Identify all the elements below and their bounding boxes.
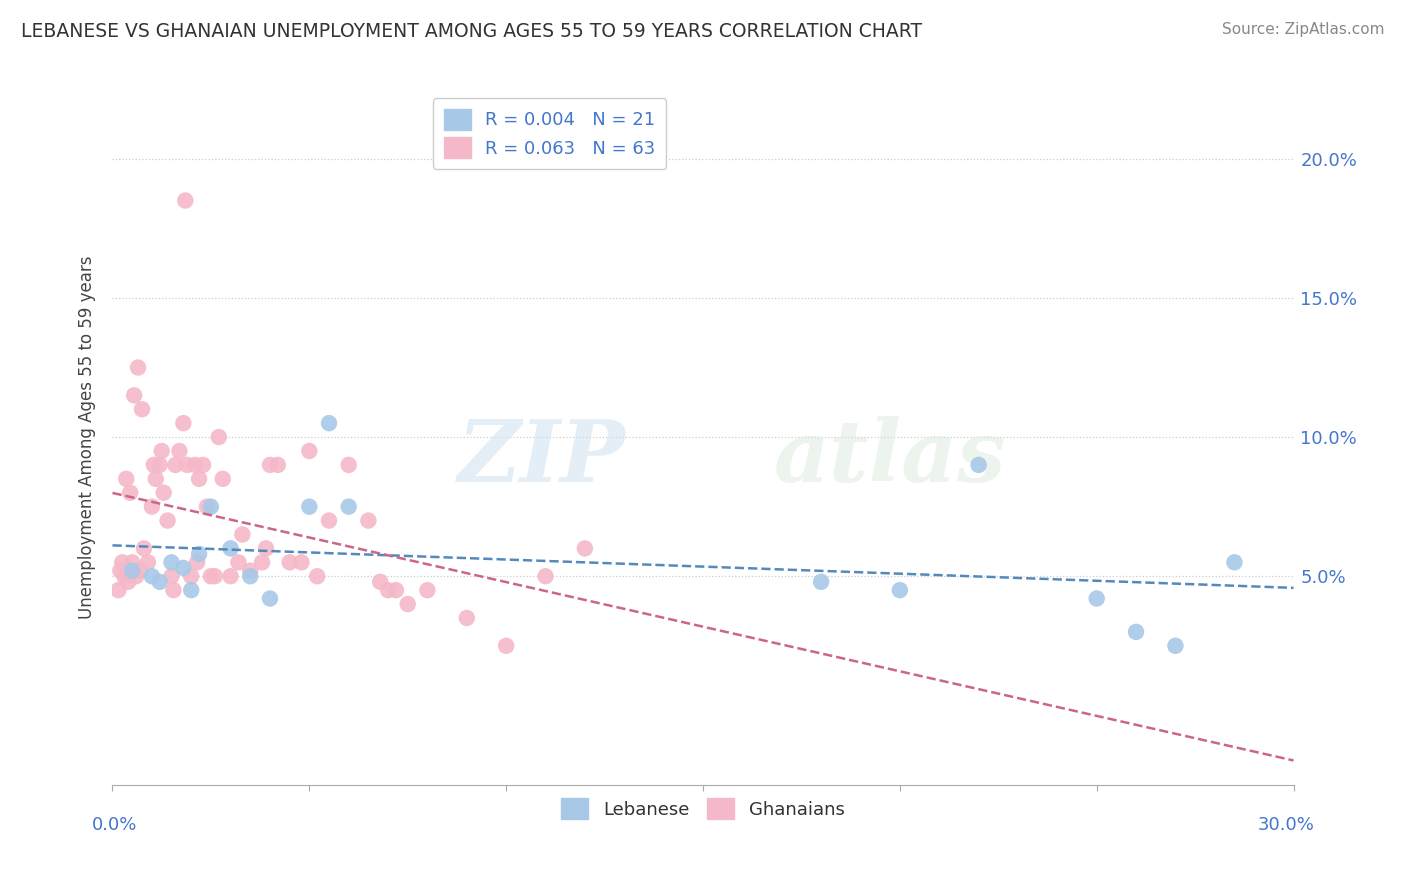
Text: 30.0%: 30.0% xyxy=(1258,816,1315,834)
Point xyxy=(200,569,222,583)
Point xyxy=(120,485,142,500)
Point xyxy=(1164,639,1187,653)
Point xyxy=(298,444,321,458)
Point xyxy=(211,472,233,486)
Point xyxy=(259,591,281,606)
Point xyxy=(150,444,173,458)
Point xyxy=(204,569,226,583)
Text: Source: ZipAtlas.com: Source: ZipAtlas.com xyxy=(1222,22,1385,37)
Point xyxy=(188,472,211,486)
Point xyxy=(208,430,231,444)
Point xyxy=(186,555,208,569)
Point xyxy=(115,472,138,486)
Point xyxy=(131,402,153,417)
Point xyxy=(534,569,557,583)
Legend: Lebanese, Ghanaians: Lebanese, Ghanaians xyxy=(553,789,853,828)
Point xyxy=(184,458,207,472)
Point xyxy=(136,555,159,569)
Point xyxy=(254,541,277,556)
Point xyxy=(127,360,149,375)
Point xyxy=(180,583,202,598)
Point xyxy=(132,541,155,556)
Point xyxy=(231,527,253,541)
Point xyxy=(180,569,202,583)
Text: ZIP: ZIP xyxy=(458,417,626,500)
Point xyxy=(298,500,321,514)
Point xyxy=(169,444,191,458)
Point xyxy=(121,555,143,569)
Point xyxy=(111,555,134,569)
Point xyxy=(174,194,197,208)
Point xyxy=(141,569,163,583)
Point xyxy=(239,569,262,583)
Point xyxy=(290,555,312,569)
Point xyxy=(188,547,211,561)
Point xyxy=(337,458,360,472)
Point xyxy=(1085,591,1108,606)
Point xyxy=(141,500,163,514)
Point xyxy=(456,611,478,625)
Point xyxy=(219,541,242,556)
Point xyxy=(142,458,165,472)
Point xyxy=(318,416,340,430)
Text: 0.0%: 0.0% xyxy=(91,816,136,834)
Point xyxy=(357,514,380,528)
Point xyxy=(195,500,218,514)
Point xyxy=(160,569,183,583)
Point xyxy=(122,388,145,402)
Point xyxy=(377,583,399,598)
Point xyxy=(152,485,174,500)
Point xyxy=(307,569,329,583)
Point xyxy=(1125,624,1147,639)
Point xyxy=(117,574,139,589)
Point xyxy=(337,500,360,514)
Point xyxy=(191,458,214,472)
Point xyxy=(368,574,391,589)
Point xyxy=(318,514,340,528)
Point xyxy=(172,561,194,575)
Point xyxy=(125,569,148,583)
Point xyxy=(278,555,301,569)
Point xyxy=(967,458,990,472)
Point xyxy=(1223,555,1246,569)
Point xyxy=(810,574,832,589)
Point xyxy=(219,569,242,583)
Point xyxy=(149,458,172,472)
Y-axis label: Unemployment Among Ages 55 to 59 years: Unemployment Among Ages 55 to 59 years xyxy=(77,255,96,619)
Point xyxy=(162,583,184,598)
Point xyxy=(250,555,273,569)
Point xyxy=(176,458,198,472)
Point xyxy=(107,583,129,598)
Point xyxy=(416,583,439,598)
Point xyxy=(165,458,187,472)
Point xyxy=(129,564,152,578)
Point xyxy=(889,583,911,598)
Point xyxy=(110,564,132,578)
Point xyxy=(145,472,167,486)
Point xyxy=(149,574,172,589)
Point xyxy=(156,514,179,528)
Point xyxy=(259,458,281,472)
Point xyxy=(228,555,250,569)
Point xyxy=(385,583,408,598)
Point xyxy=(112,569,135,583)
Point xyxy=(574,541,596,556)
Point xyxy=(160,555,183,569)
Point xyxy=(396,597,419,611)
Point xyxy=(121,564,143,578)
Text: atlas: atlas xyxy=(773,417,1007,500)
Point xyxy=(267,458,290,472)
Text: LEBANESE VS GHANAIAN UNEMPLOYMENT AMONG AGES 55 TO 59 YEARS CORRELATION CHART: LEBANESE VS GHANAIAN UNEMPLOYMENT AMONG … xyxy=(21,22,922,41)
Point xyxy=(495,639,517,653)
Point xyxy=(172,416,194,430)
Point xyxy=(200,500,222,514)
Point xyxy=(239,564,262,578)
